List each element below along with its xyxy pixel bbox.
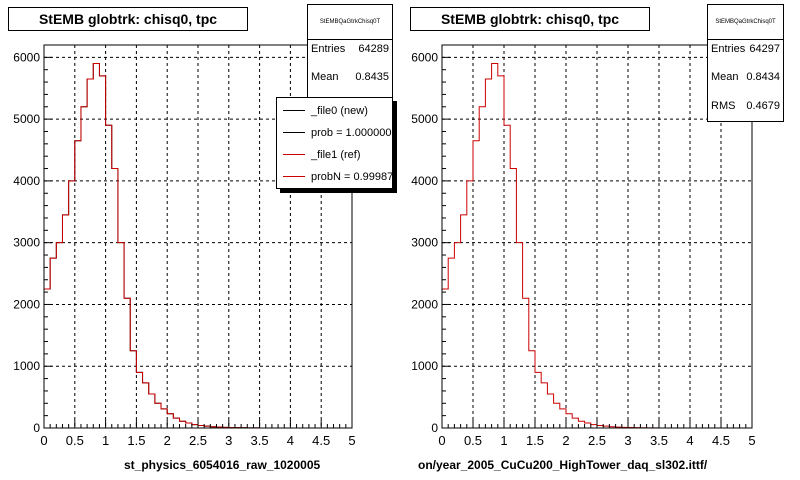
x-tick-label: 0	[438, 433, 445, 448]
x-tick-label: 2.5	[189, 433, 207, 448]
left-x-axis-label: st_physics_6054016_raw_1020005	[124, 458, 321, 472]
legend-line-icon	[283, 176, 305, 177]
legend-entry-file0: _file0 (new)	[277, 100, 392, 124]
right-title: StEMB globtrk: chisq0, tpc	[410, 7, 650, 31]
right-stat-value-entries: 64297	[749, 43, 780, 55]
legend-entry-prob: prob = 1.000000	[277, 122, 392, 146]
right-stats-box: StEMBQaGtrkChisq0T Entries 64297 Mean 0.…	[707, 4, 784, 122]
right-x-axis-label: on/year_2005_CuCu200_HighTower_daq_sl302…	[418, 458, 708, 472]
right-stat-label-mean: Mean	[711, 71, 739, 83]
y-tick-label: 6000	[13, 50, 40, 64]
x-tick-label: 3.5	[251, 433, 269, 448]
right-stat-value-mean: 0.8434	[746, 71, 780, 83]
y-tick-label: 4000	[411, 174, 438, 188]
y-tick-label: 3000	[411, 236, 438, 250]
left-stat-value-entries: 64289	[358, 43, 389, 55]
x-tick-label: 4	[686, 433, 693, 448]
left-stat-label-entries: Entries	[311, 43, 346, 55]
y-tick-label: 5000	[13, 112, 40, 126]
x-tick-label: 3	[624, 433, 631, 448]
legend-entry-file1: _file1 (ref)	[277, 144, 392, 168]
x-tick-label: 5	[348, 433, 355, 448]
left-stats-header: StEMBQaGtrkChisq0T	[308, 5, 392, 40]
x-tick-label: 0.5	[66, 433, 84, 448]
y-tick-label: 4000	[13, 174, 40, 188]
left-legend: _file0 (new) prob = 1.000000 _file1 (ref…	[276, 97, 393, 189]
right-stat-value-rms: 0.4679	[746, 100, 780, 112]
x-tick-label: 3.5	[650, 433, 668, 448]
legend-entry-probn: probN = 0.99987	[277, 166, 394, 190]
right-stat-label-rms: RMS	[711, 100, 736, 112]
y-tick-label: 5000	[411, 112, 438, 126]
x-tick-label: 0.5	[464, 433, 482, 448]
x-tick-label: 4.5	[712, 433, 730, 448]
x-tick-label: 4	[287, 433, 294, 448]
legend-line-icon	[283, 132, 305, 133]
x-tick-label: 5	[748, 433, 755, 448]
legend-label: _file1 (ref)	[311, 149, 361, 161]
legend-line-icon	[283, 110, 305, 111]
x-tick-label: 2	[562, 433, 569, 448]
x-tick-label: 4.5	[312, 433, 330, 448]
x-tick-label: 0	[40, 433, 47, 448]
left-stat-value-mean: 0.8435	[355, 71, 389, 83]
legend-label: _file0 (new)	[311, 105, 368, 117]
y-tick-label: 1000	[411, 359, 438, 373]
left-title: StEMB globtrk: chisq0, tpc	[8, 7, 248, 31]
y-tick-label: 3000	[13, 236, 40, 250]
left-stat-label-mean: Mean	[311, 71, 339, 83]
legend-label: prob = 1.000000	[311, 127, 392, 139]
legend-line-icon	[283, 154, 305, 155]
x-tick-label: 1	[102, 433, 109, 448]
right-stat-label-entries: Entries	[711, 43, 746, 55]
panel-left: 0 0.5 1 1.5 2 2.5 3 3.5 4 4.5 5 0 1000 2000 3000 4000 50…	[13, 44, 356, 448]
right-stats-header: StEMBQaGtrkChisq0T	[708, 5, 783, 40]
x-tick-label: 3	[225, 433, 232, 448]
legend-label: probN = 0.99987	[311, 171, 394, 183]
x-tick-label: 2.5	[588, 433, 606, 448]
y-tick-label: 2000	[411, 297, 438, 311]
y-tick-label: 1000	[13, 359, 40, 373]
x-tick-label: 1.5	[127, 433, 145, 448]
y-tick-label: 6000	[411, 50, 438, 64]
panel-right: 0 0.5 1 1.5 2 2.5 3 3.5 4 4.5 5 0 1000 2000 3000 4000 50…	[411, 44, 756, 448]
x-tick-label: 1.5	[526, 433, 544, 448]
x-tick-label: 2	[164, 433, 171, 448]
y-tick-label: 2000	[13, 297, 40, 311]
y-tick-label: 0	[33, 421, 40, 435]
x-tick-label: 1	[500, 433, 507, 448]
y-tick-label: 0	[431, 421, 438, 435]
